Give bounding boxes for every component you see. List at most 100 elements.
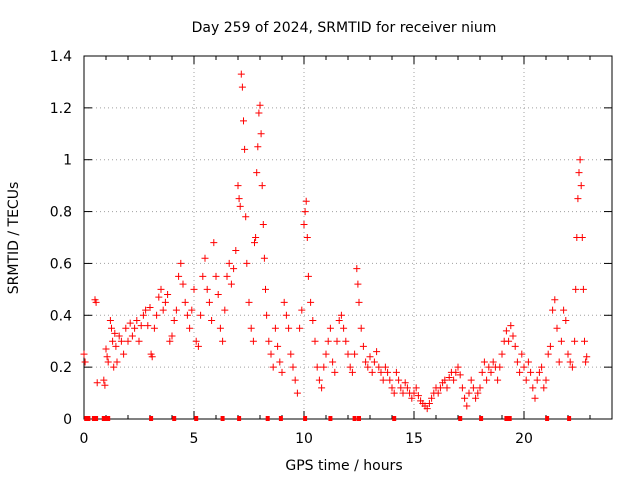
data-point <box>458 384 466 392</box>
data-point <box>258 182 266 190</box>
data-point <box>179 280 187 288</box>
data-point <box>366 353 374 361</box>
data-point <box>329 358 337 366</box>
data-point <box>476 384 484 392</box>
data-point <box>454 363 462 371</box>
data-point <box>247 324 255 332</box>
data-point <box>106 316 114 324</box>
data-point <box>192 337 200 345</box>
data-point <box>157 285 165 293</box>
data-point <box>357 324 365 332</box>
data-point <box>342 337 350 345</box>
data-point <box>296 324 304 332</box>
data-point <box>307 298 315 306</box>
bottom-marker <box>220 416 225 421</box>
data-point <box>469 384 477 392</box>
data-point <box>161 298 169 306</box>
data-point <box>375 363 383 371</box>
data-points <box>80 70 591 413</box>
data-point <box>225 259 233 267</box>
data-point <box>566 358 574 366</box>
data-point <box>392 368 400 376</box>
data-point <box>234 182 242 190</box>
data-point <box>408 394 416 402</box>
data-point <box>124 337 132 345</box>
data-point <box>351 350 359 358</box>
bottom-marker <box>237 416 242 421</box>
data-point <box>403 384 411 392</box>
data-point <box>518 350 526 358</box>
data-point <box>443 384 451 392</box>
data-point <box>522 376 530 384</box>
data-point <box>93 379 101 387</box>
plot-frame <box>83 55 613 420</box>
data-point <box>353 265 361 273</box>
data-point <box>546 342 554 350</box>
data-point <box>441 376 449 384</box>
data-point <box>531 394 539 402</box>
data-point <box>280 298 288 306</box>
data-point <box>434 389 442 397</box>
data-point <box>243 259 251 267</box>
data-point <box>397 384 405 392</box>
data-point <box>255 109 263 117</box>
data-point <box>235 195 243 203</box>
data-point <box>575 169 583 177</box>
data-point <box>210 239 218 247</box>
bottom-markers <box>84 416 572 421</box>
data-point <box>285 324 293 332</box>
data-point <box>80 350 88 358</box>
data-point <box>456 371 464 379</box>
data-point <box>100 376 108 384</box>
data-point <box>478 368 486 376</box>
bottom-marker <box>352 416 357 421</box>
data-point <box>516 368 524 376</box>
bottom-marker <box>106 416 111 421</box>
data-point <box>267 350 275 358</box>
data-point <box>583 353 591 361</box>
data-point <box>381 363 389 371</box>
data-point <box>428 394 436 402</box>
data-point <box>269 363 277 371</box>
data-point <box>509 332 517 340</box>
data-point <box>142 306 150 314</box>
bottom-marker <box>84 416 89 421</box>
data-point <box>128 332 136 340</box>
data-point <box>423 405 431 413</box>
bottom-marker <box>194 416 199 421</box>
data-point <box>301 208 309 216</box>
data-point <box>166 337 174 345</box>
data-point <box>577 182 585 190</box>
data-point <box>238 83 246 91</box>
data-point <box>274 342 282 350</box>
data-point <box>249 337 257 345</box>
data-point <box>578 234 586 241</box>
data-point <box>205 298 213 306</box>
data-point <box>450 376 458 384</box>
data-point <box>553 324 561 332</box>
data-point <box>487 368 495 376</box>
data-point <box>282 311 290 319</box>
data-point <box>348 368 356 376</box>
data-point <box>115 332 123 340</box>
data-point <box>265 337 273 345</box>
bottom-marker <box>504 416 509 421</box>
data-point <box>579 285 587 293</box>
y-axis-label: SRMTID / TECUs <box>6 182 22 295</box>
data-point <box>227 280 235 288</box>
data-point <box>92 298 100 306</box>
x-tick-label: 0 <box>80 431 89 447</box>
data-point <box>137 322 145 330</box>
bottom-marker <box>357 416 361 421</box>
chart-title: Day 259 of 2024, SRMTID for receiver niu… <box>192 20 497 36</box>
data-point <box>390 389 398 397</box>
data-point <box>144 322 152 330</box>
data-point <box>463 402 471 410</box>
bottom-marker <box>328 416 333 421</box>
data-point <box>146 304 154 312</box>
x-tick-label: 5 <box>190 431 199 447</box>
data-point <box>291 376 299 384</box>
data-point <box>262 285 269 293</box>
data-point <box>289 363 297 371</box>
